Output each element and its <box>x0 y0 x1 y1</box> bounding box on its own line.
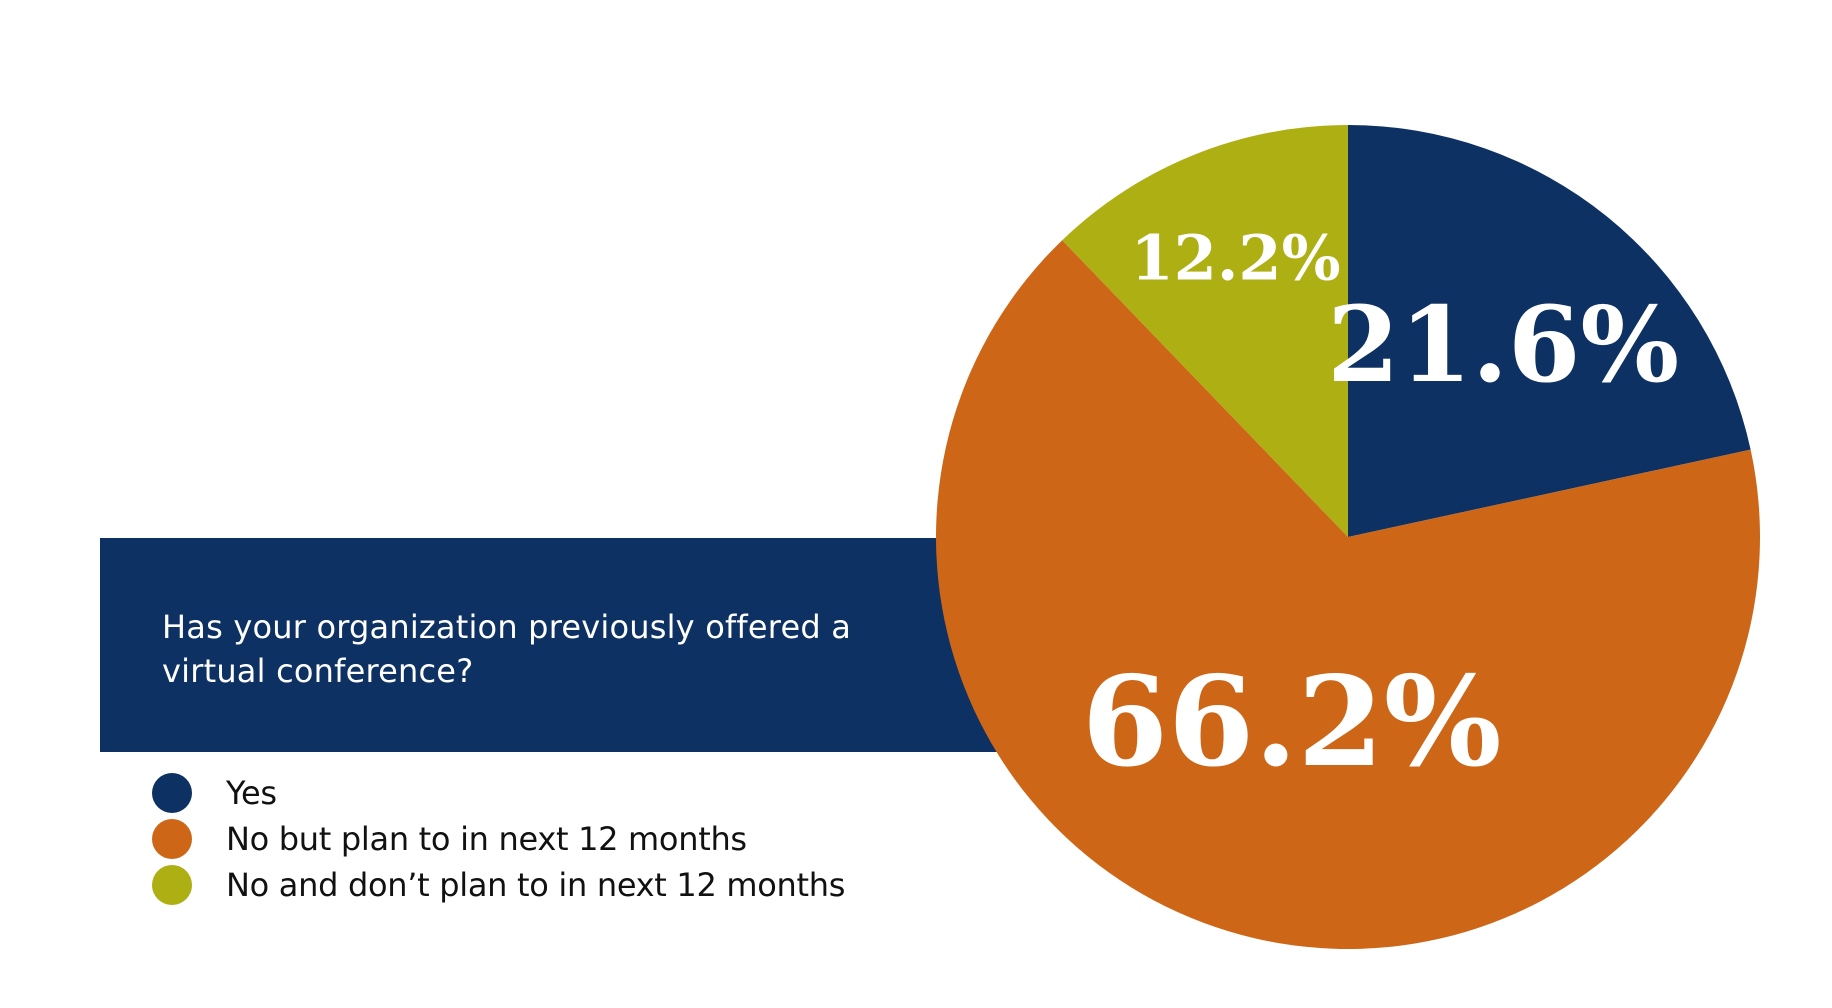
data-label-no-but-plan: 66.2% <box>1082 650 1502 795</box>
legend-label-no-but-plan: No but plan to in next 12 months <box>226 820 747 858</box>
pie-slice-yes <box>1348 125 1751 537</box>
data-label-no-and-dont-plan: 12.2% <box>1131 222 1341 295</box>
pie-slice-no-but-plan <box>936 240 1761 949</box>
data-label-yes: 21.6% <box>1327 283 1679 406</box>
legend-swatch-no-but-plan <box>152 819 192 859</box>
chart-title: Has your organization previously offered… <box>162 608 852 690</box>
legend-label-yes: Yes <box>226 774 277 812</box>
legend-item-no-but-plan: No but plan to in next 12 months <box>152 816 845 862</box>
legend-label-no-and-dont-plan: No and don’t plan to in next 12 months <box>226 866 846 904</box>
legend-item-no-and-dont-plan: No and don’t plan to in next 12 months <box>152 862 845 908</box>
title-band <box>100 538 1100 752</box>
legend-swatch-no-and-dont-plan <box>152 865 192 905</box>
legend-item-yes: Yes <box>152 770 845 816</box>
legend-swatch-yes <box>152 773 192 813</box>
pie-slice-no-and-dont-plan <box>1062 125 1348 537</box>
legend: Yes No but plan to in next 12 months No an… <box>152 770 845 908</box>
